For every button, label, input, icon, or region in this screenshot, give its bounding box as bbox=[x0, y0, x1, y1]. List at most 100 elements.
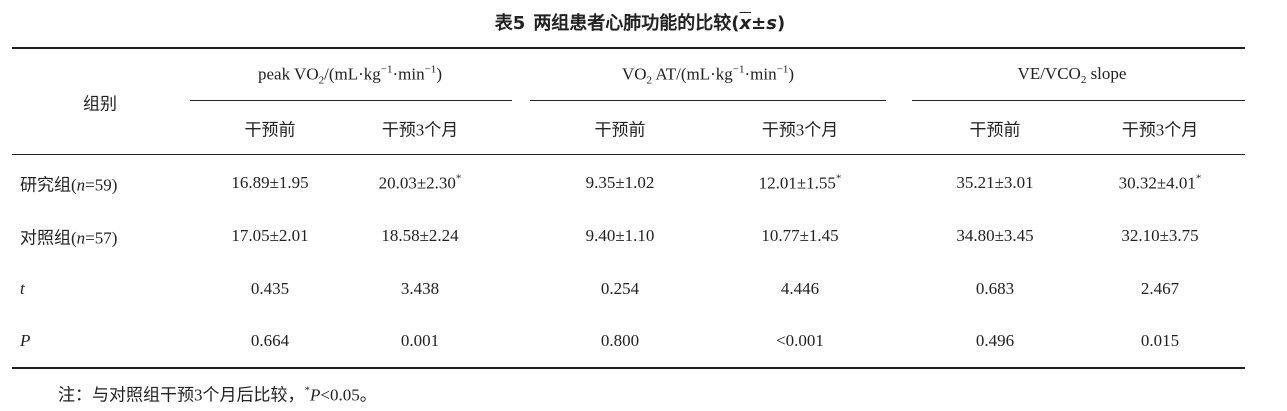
table-cell: 9.40±1.10 bbox=[586, 226, 655, 246]
text-segment: 注：与对照组干预3个月后比较， bbox=[58, 385, 305, 405]
text-segment: =59) bbox=[85, 175, 118, 195]
table-cell: 0.435 bbox=[251, 279, 289, 299]
text-segment: ·min bbox=[744, 64, 777, 84]
text-segment: slope bbox=[1086, 64, 1127, 83]
text-segment: P bbox=[20, 331, 31, 350]
text-segment: 2 bbox=[1080, 74, 1087, 86]
group-header: VO2 AT/(mL·kg−1·min−1) bbox=[622, 64, 794, 87]
text-segment: 34.80±3.45 bbox=[956, 226, 1034, 245]
sub-header: 干预前 bbox=[969, 120, 1021, 140]
text-segment: * bbox=[455, 172, 462, 185]
table-title: 表5 两组患者心肺功能的比较(x±s) bbox=[495, 9, 785, 35]
text-segment: 9.40±1.10 bbox=[585, 226, 655, 245]
text-segment: 两组患者心肺功能的比较( bbox=[533, 13, 740, 34]
text-segment: 0.496 bbox=[975, 331, 1015, 350]
text-segment: n bbox=[76, 228, 86, 248]
table-cell: 30.32±4.01* bbox=[1119, 173, 1202, 194]
text-segment: 研究组( bbox=[20, 175, 77, 195]
table-cell: 9.35±1.02 bbox=[586, 173, 655, 193]
sub-header: 干预前 bbox=[244, 120, 296, 140]
table-cell: 12.01±1.55* bbox=[759, 173, 842, 194]
bottom-rule bbox=[12, 367, 1245, 369]
table-cell: 0.664 bbox=[251, 331, 289, 351]
text-segment: 2.467 bbox=[1140, 279, 1180, 298]
group-rule bbox=[530, 100, 886, 101]
group-header: VE/VCO2 slope bbox=[1018, 64, 1127, 86]
text-segment: 9.35±1.02 bbox=[585, 173, 655, 192]
table-cell: 0.015 bbox=[1141, 331, 1179, 351]
text-segment: 30.32±4.01 bbox=[1118, 173, 1196, 193]
sub-header: 干预3个月 bbox=[1121, 120, 1199, 140]
text-segment: x bbox=[739, 13, 752, 34]
text-segment: 0.683 bbox=[975, 279, 1015, 298]
table-cell: 20.03±2.30* bbox=[379, 173, 462, 194]
row-label: 研究组(n=59) bbox=[20, 171, 117, 196]
table-cell: 0.254 bbox=[601, 279, 639, 299]
row-label: t bbox=[20, 279, 25, 299]
table-cell: 16.89±1.95 bbox=[231, 173, 308, 193]
group-rule bbox=[912, 100, 1245, 101]
text-segment: 0.254 bbox=[600, 279, 640, 298]
text-segment: ± bbox=[751, 13, 767, 34]
corner-header: 组别 bbox=[83, 94, 117, 114]
table-cell: 0.001 bbox=[401, 331, 439, 351]
table-note: 注：与对照组干预3个月后比较，*P<0.05。 bbox=[58, 381, 377, 406]
text-segment: peak VO bbox=[258, 64, 319, 84]
text-segment: −1 bbox=[424, 63, 437, 76]
table-cell: 0.800 bbox=[601, 331, 639, 351]
table-cell: <0.001 bbox=[776, 331, 824, 351]
table-cell: 35.21±3.01 bbox=[956, 173, 1033, 193]
text-segment: VO bbox=[621, 64, 647, 84]
text-segment: 对照组( bbox=[20, 228, 77, 248]
text-segment: P bbox=[310, 385, 321, 405]
text-segment: <0.05。 bbox=[320, 385, 377, 405]
row-label: 对照组(n=57) bbox=[20, 224, 117, 249]
text-segment: 10.77±1.45 bbox=[761, 226, 839, 245]
text-segment: −1 bbox=[732, 63, 745, 76]
text-segment: 0.015 bbox=[1140, 331, 1180, 350]
text-segment: AT/(mL·kg bbox=[652, 64, 733, 84]
table-cell: 4.446 bbox=[781, 279, 819, 299]
text-segment: 20.03±2.30 bbox=[378, 173, 456, 193]
text-segment: * bbox=[835, 172, 842, 185]
table-cell: 18.58±2.24 bbox=[381, 226, 458, 246]
sub-header: 干预前 bbox=[594, 120, 646, 140]
text-segment: 18.58±2.24 bbox=[381, 226, 459, 245]
text-segment: VE/VCO bbox=[1017, 64, 1081, 83]
header-rule bbox=[12, 154, 1245, 155]
text-segment: * bbox=[304, 384, 311, 397]
text-segment: 0.001 bbox=[400, 331, 440, 350]
text-segment: n bbox=[76, 175, 86, 195]
text-segment: 17.05±2.01 bbox=[231, 226, 309, 245]
text-segment: 32.10±3.75 bbox=[1121, 226, 1199, 245]
text-segment: t bbox=[20, 279, 25, 298]
group-rule bbox=[190, 100, 512, 101]
text-segment: 12.01±1.55 bbox=[758, 173, 836, 193]
text-segment: * bbox=[1195, 172, 1202, 185]
text-segment: 4.446 bbox=[780, 279, 820, 298]
table-cell: 10.77±1.45 bbox=[761, 226, 838, 246]
text-segment: 0.800 bbox=[600, 331, 640, 350]
text-segment: 35.21±3.01 bbox=[956, 173, 1034, 192]
text-segment: 2 bbox=[646, 74, 653, 87]
text-segment: ) bbox=[788, 64, 795, 84]
table-cell: 2.467 bbox=[1141, 279, 1179, 299]
text-segment: 3.438 bbox=[400, 279, 440, 298]
text-segment: 16.89±1.95 bbox=[231, 173, 309, 192]
text-segment: ) bbox=[436, 64, 442, 84]
text-segment: ) bbox=[776, 13, 786, 34]
text-segment: 0.664 bbox=[250, 331, 290, 350]
table-cell: 0.496 bbox=[976, 331, 1014, 351]
text-segment: −1 bbox=[776, 63, 789, 76]
top-rule bbox=[12, 47, 1245, 49]
sub-header: 干预3个月 bbox=[761, 120, 839, 140]
text-segment: s bbox=[766, 13, 777, 34]
text-segment: 表5 bbox=[494, 13, 526, 34]
table-cell: 3.438 bbox=[401, 279, 439, 299]
sub-header: 干预3个月 bbox=[381, 120, 459, 140]
text-segment: 2 bbox=[318, 74, 325, 87]
text-segment: ·min bbox=[392, 64, 425, 84]
table-cell: 17.05±2.01 bbox=[231, 226, 308, 246]
text-segment: −1 bbox=[380, 63, 393, 76]
row-label: P bbox=[20, 331, 30, 351]
